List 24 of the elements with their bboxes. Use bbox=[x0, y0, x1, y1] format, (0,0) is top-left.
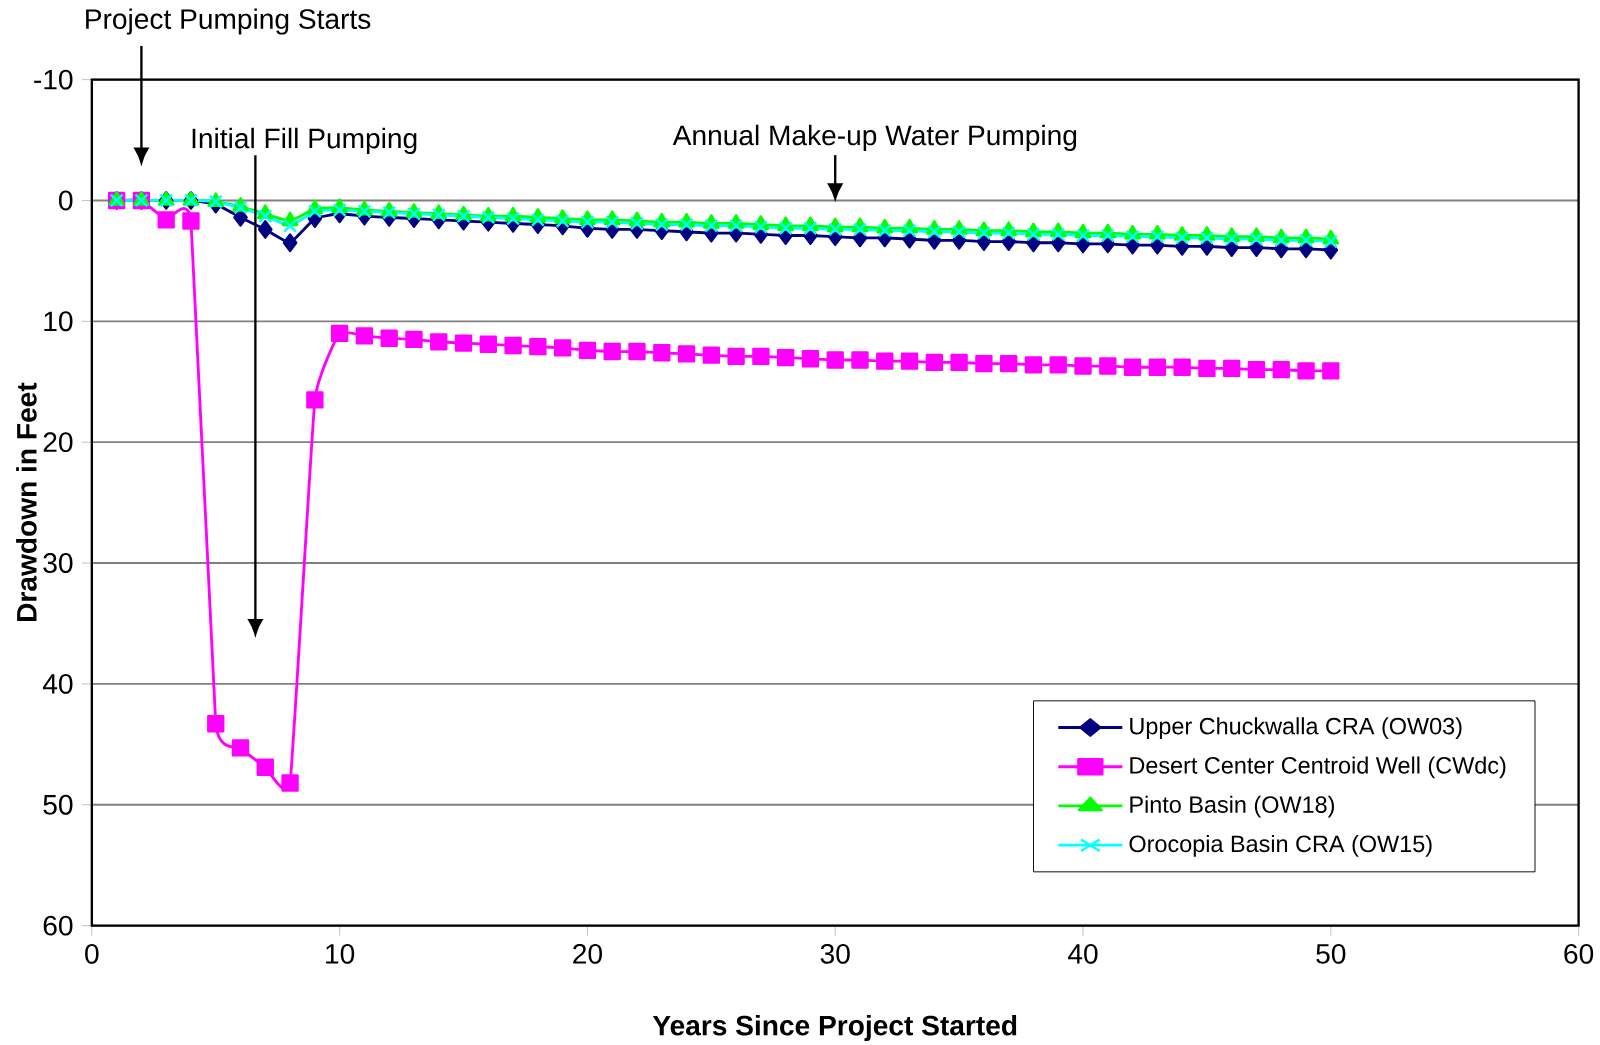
y-tick-label: 0 bbox=[59, 190, 73, 211]
x-tick-label: 10 bbox=[326, 943, 355, 964]
y-axis-title: Drawdown in Feet bbox=[16, 382, 37, 622]
legend-label: Pinto Basin (OW18) bbox=[1130, 795, 1334, 818]
y-tick-label: 30 bbox=[43, 553, 73, 573]
x-tick-label: 60 bbox=[1564, 943, 1594, 964]
legend-label: Desert Center Centroid Well (CWdc) bbox=[1130, 756, 1506, 779]
annotation: Annual Make-up Water Pumping bbox=[672, 124, 1077, 151]
x-tick-label: 40 bbox=[1068, 943, 1098, 964]
y-tick-label: -10 bbox=[34, 69, 73, 90]
y-tick-label: 20 bbox=[43, 432, 73, 453]
x-axis-title: Years Since Project Started bbox=[652, 1014, 1017, 1042]
x-tick-label: 50 bbox=[1316, 943, 1346, 964]
x-tick-label: 20 bbox=[573, 943, 602, 964]
legend-label: Orocopia Basin CRA (OW15) bbox=[1129, 834, 1432, 857]
y-tick-label: 40 bbox=[42, 673, 73, 694]
x-tick-label: 0 bbox=[85, 943, 99, 964]
annotation: Initial Fill Pumping bbox=[192, 127, 417, 154]
legend-label: Upper Chuckwalla CRA (OW03) bbox=[1130, 717, 1462, 740]
y-tick-label: 50 bbox=[43, 794, 73, 815]
x-tick-label: 30 bbox=[820, 943, 850, 964]
y-tick-label: 60 bbox=[43, 915, 73, 936]
text: Project Pumping Starts bbox=[86, 8, 371, 35]
y-tick-label: 10 bbox=[44, 311, 73, 332]
